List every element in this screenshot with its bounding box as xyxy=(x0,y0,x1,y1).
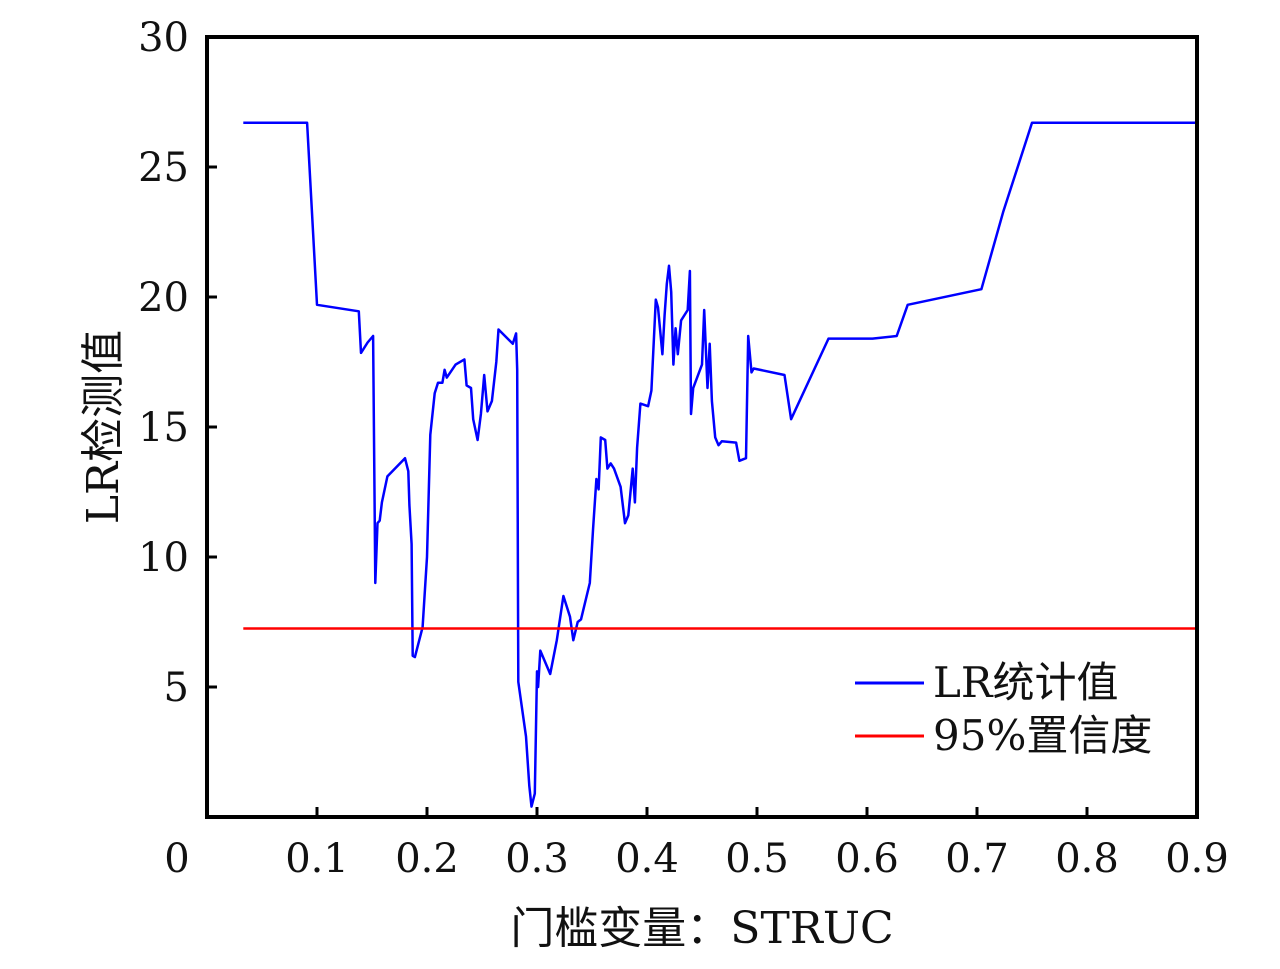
legend-label-lr: LR统计值 xyxy=(933,658,1119,707)
plot-frame xyxy=(205,35,1199,819)
y-tick-label: 10 xyxy=(138,535,189,581)
legend: LR统计值 95%置信度 xyxy=(855,658,1152,760)
x-tick-label: 0.5 xyxy=(725,836,789,882)
y-axis-title: LR检测值 xyxy=(78,330,129,524)
x-tick-label: 0.6 xyxy=(835,836,899,882)
series-layer xyxy=(243,121,1197,808)
x-tick-label: 0.7 xyxy=(945,836,1009,882)
y-tick-labels: 5 10 15 20 25 30 xyxy=(138,15,189,711)
legend-label-confidence: 95%置信度 xyxy=(933,711,1152,760)
x-tick-labels: 0 0.1 0.2 0.3 0.4 0.5 0.6 0.7 0.8 0.9 xyxy=(164,836,1229,882)
x-tick-label: 0.2 xyxy=(395,836,459,882)
y-tick-label: 5 xyxy=(164,665,189,711)
y-tick-label: 15 xyxy=(138,405,189,451)
x-tick-label: 0.9 xyxy=(1165,836,1229,882)
x-tick-label: 0 xyxy=(164,836,189,882)
x-tick-label: 0.8 xyxy=(1055,836,1119,882)
y-tick-label: 20 xyxy=(138,275,189,321)
y-tick-label: 25 xyxy=(138,145,189,191)
series-line-lr xyxy=(243,121,1197,808)
x-tick-label: 0.1 xyxy=(285,836,349,882)
x-axis-title: 门槛变量：STRUC xyxy=(510,903,893,954)
x-tick-label: 0.4 xyxy=(615,836,679,882)
y-tick-label: 30 xyxy=(138,15,189,61)
x-tick-label: 0.3 xyxy=(505,836,569,882)
